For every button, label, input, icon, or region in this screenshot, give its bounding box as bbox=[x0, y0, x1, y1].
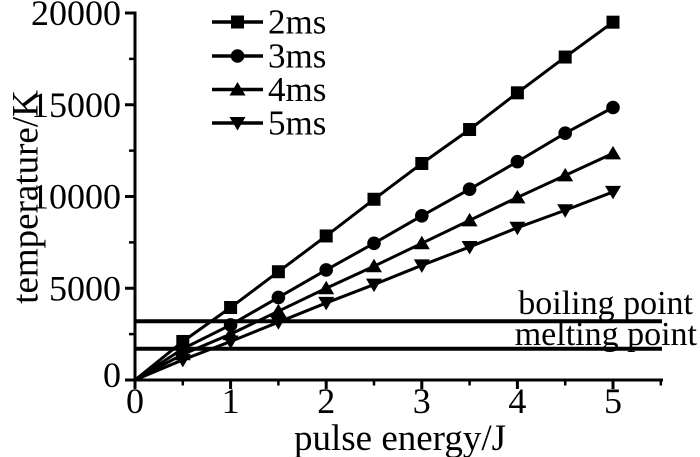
legend-label-3ms: 3ms bbox=[268, 37, 326, 76]
circle-marker bbox=[606, 100, 620, 115]
legend-entry-3ms: 3ms bbox=[212, 37, 326, 76]
square-marker bbox=[558, 50, 572, 64]
y-tick-label: 5000 bbox=[49, 268, 121, 308]
x-tick-label: 3 bbox=[413, 381, 431, 421]
circle-marker bbox=[510, 154, 525, 169]
circle-marker bbox=[415, 208, 429, 223]
triangle-up-marker bbox=[229, 82, 246, 96]
triangle-up-marker bbox=[605, 145, 621, 160]
y-tick-label: 10000 bbox=[31, 177, 121, 217]
square-marker bbox=[463, 123, 477, 137]
legend-label-4ms: 4ms bbox=[268, 70, 326, 109]
x-tick-label: 2 bbox=[317, 381, 335, 421]
legend-label-5ms: 5ms bbox=[268, 104, 326, 143]
square-marker bbox=[271, 265, 285, 279]
series-3ms bbox=[134, 100, 620, 382]
square-marker bbox=[367, 192, 381, 206]
legend-entry-4ms: 4ms bbox=[212, 70, 326, 109]
triangle-down-marker bbox=[413, 259, 430, 273]
series-2ms bbox=[134, 15, 620, 382]
circle-marker bbox=[367, 236, 381, 251]
x-tick-label: 0 bbox=[126, 381, 144, 421]
legend-entry-5ms: 5ms bbox=[212, 104, 326, 143]
square-marker bbox=[606, 15, 620, 29]
square-marker bbox=[224, 301, 238, 315]
triangle-down-marker bbox=[366, 278, 382, 293]
triangle-up-marker bbox=[509, 189, 526, 204]
triangle-down-marker bbox=[222, 335, 239, 349]
y-tick-label: 20000 bbox=[31, 0, 121, 33]
circle-marker bbox=[462, 182, 477, 196]
triangle-down-marker bbox=[605, 185, 621, 200]
square-marker bbox=[231, 15, 244, 29]
axis-ticks bbox=[125, 11, 663, 389]
triangle-up-marker bbox=[366, 258, 382, 273]
legend-entry-2ms: 2ms bbox=[212, 3, 326, 42]
melting-point-label: melting point bbox=[515, 316, 698, 353]
circle-marker bbox=[271, 290, 286, 305]
x-axis-label: pulse energy/J bbox=[294, 418, 506, 457]
reference-lines bbox=[135, 319, 662, 351]
triangle-up-marker bbox=[318, 280, 335, 295]
square-marker bbox=[415, 156, 429, 170]
triangle-up-marker bbox=[270, 303, 287, 318]
triangle-up-marker bbox=[557, 167, 574, 182]
x-tick-label: 4 bbox=[508, 381, 526, 421]
series-5ms bbox=[134, 185, 621, 382]
triangle-down-marker bbox=[461, 240, 478, 255]
triangle-down-marker bbox=[174, 353, 191, 368]
tick-labels: 0 5000 10000 15000 20000 0 1 2 3 4 5 bbox=[31, 0, 622, 421]
triangle-down-marker bbox=[318, 296, 335, 311]
triangle-down-marker bbox=[557, 204, 574, 218]
y-tick-label: 15000 bbox=[31, 85, 121, 125]
data-series bbox=[134, 15, 621, 382]
circle-marker bbox=[558, 126, 572, 140]
circle-marker bbox=[319, 263, 334, 277]
triangle-up-marker bbox=[413, 235, 430, 250]
triangle-up-marker bbox=[461, 212, 478, 227]
legend-label-2ms: 2ms bbox=[268, 3, 326, 42]
x-tick-label: 5 bbox=[604, 381, 622, 421]
y-axis-label: temperature/K bbox=[6, 90, 47, 304]
circle-marker bbox=[223, 318, 238, 332]
boiling-point-label: boiling point bbox=[518, 285, 693, 322]
triangle-down-marker bbox=[509, 221, 526, 236]
circle-marker bbox=[230, 49, 245, 63]
triangle-down-marker bbox=[229, 117, 246, 131]
y-tick-label: 0 bbox=[103, 355, 121, 395]
square-marker bbox=[319, 229, 333, 243]
x-tick-label: 1 bbox=[222, 381, 240, 421]
square-marker bbox=[510, 86, 524, 100]
triangle-down-marker bbox=[270, 316, 287, 330]
